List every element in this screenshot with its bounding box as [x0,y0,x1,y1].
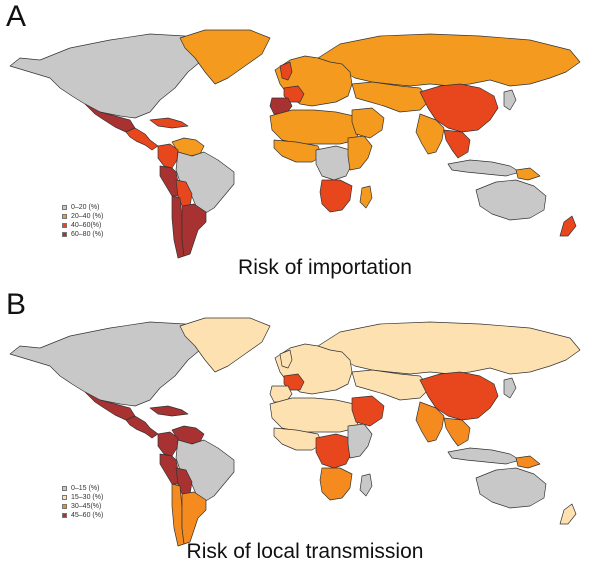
legend-swatch [62,223,67,228]
region-indonesia [447,159,521,177]
panel-b: B 0–15 (%) 15–30 (%) 30–45(%) 45–60 (%) Ris… [0,288,590,576]
region-japan [503,377,517,399]
region-indonesia [447,447,521,465]
region-central-asia [351,369,431,401]
region-central-america [125,127,159,151]
legend-label: 0–15 (%) [71,485,100,492]
legend-item: 40–60(%) [62,221,103,230]
world-map [9,29,581,259]
legend-swatch [62,214,67,219]
region-central-asia [351,81,431,113]
legend-item: 0–15 (%) [62,484,103,493]
region-uk [279,349,293,369]
region-australia [475,179,547,221]
region-central-africa [315,145,353,181]
region-north-africa [269,109,361,145]
region-india [415,113,445,155]
panel-label: A [6,0,27,33]
region-central-america [125,415,159,439]
region-caribbean [149,117,189,129]
legend-swatch [62,495,67,500]
legend-item: 15–30 (%) [62,493,103,502]
region-north-africa [269,397,361,433]
region-png [515,455,541,469]
region-east-africa [347,423,373,459]
region-new-zealand [559,215,577,237]
map-caption: Risk of importation [238,256,412,279]
legend-label: 30–45(%) [71,503,102,510]
region-southern-africa [319,467,353,501]
region-france [283,373,305,391]
legend-label: 45–60 (%) [71,512,104,519]
region-southern-africa [319,179,353,213]
region-japan [503,89,517,111]
region-colombia [157,143,179,169]
region-argentina [181,491,207,545]
region-se-asia [443,129,471,159]
map-legend: 0–20 (%) 20–40 (%) 40–60(%) 60–80 (%) [62,203,103,239]
region-west-africa [273,427,323,451]
legend-label: 0–20 (%) [71,204,100,211]
region-uk [279,61,293,81]
legend-label: 60–80 (%) [71,231,104,238]
region-greenland [179,317,271,373]
legend-swatch [62,486,67,491]
panel-a: A 0–20 (%) 20–40 (%) 40–60(%) 60–80 (%) Ris… [6,0,581,279]
region-arabia [351,395,385,427]
legend-label: 15–30 (%) [71,494,104,501]
legend-item: 60–80 (%) [62,230,103,239]
region-india [415,401,445,443]
region-west-africa [273,139,323,163]
region-russia [317,321,581,375]
region-madagascar [359,185,373,209]
legend-label: 20–40 (%) [71,213,104,220]
region-north-america [9,33,206,119]
region-russia [317,33,581,87]
region-madagascar [359,473,373,497]
region-se-asia [443,417,471,447]
legend-item: 20–40 (%) [62,212,103,221]
region-north-america [9,321,206,407]
region-france [283,85,305,103]
region-png [515,167,541,181]
region-greenland [179,29,271,85]
region-arabia [351,107,385,139]
map-caption: Risk of local transmission [186,540,424,563]
legend-item: 45–60 (%) [62,511,103,520]
region-central-africa [315,433,353,469]
region-east-africa [347,135,373,171]
legend-item: 30–45(%) [62,502,103,511]
legend-label: 40–60(%) [71,222,102,229]
region-australia [475,467,547,509]
legend-swatch [62,513,67,518]
region-new-zealand [559,503,577,525]
panel-label: B [6,288,27,321]
map-legend: 0–15 (%) 15–30 (%) 30–45(%) 45–60 (%) [62,484,103,520]
legend-swatch [62,232,67,237]
legend-item: 0–20 (%) [62,203,103,212]
region-argentina [181,203,207,257]
region-colombia [157,431,179,457]
world-map [9,317,581,547]
region-caribbean [149,405,189,417]
legend-swatch [62,205,67,210]
legend-swatch [62,504,67,509]
